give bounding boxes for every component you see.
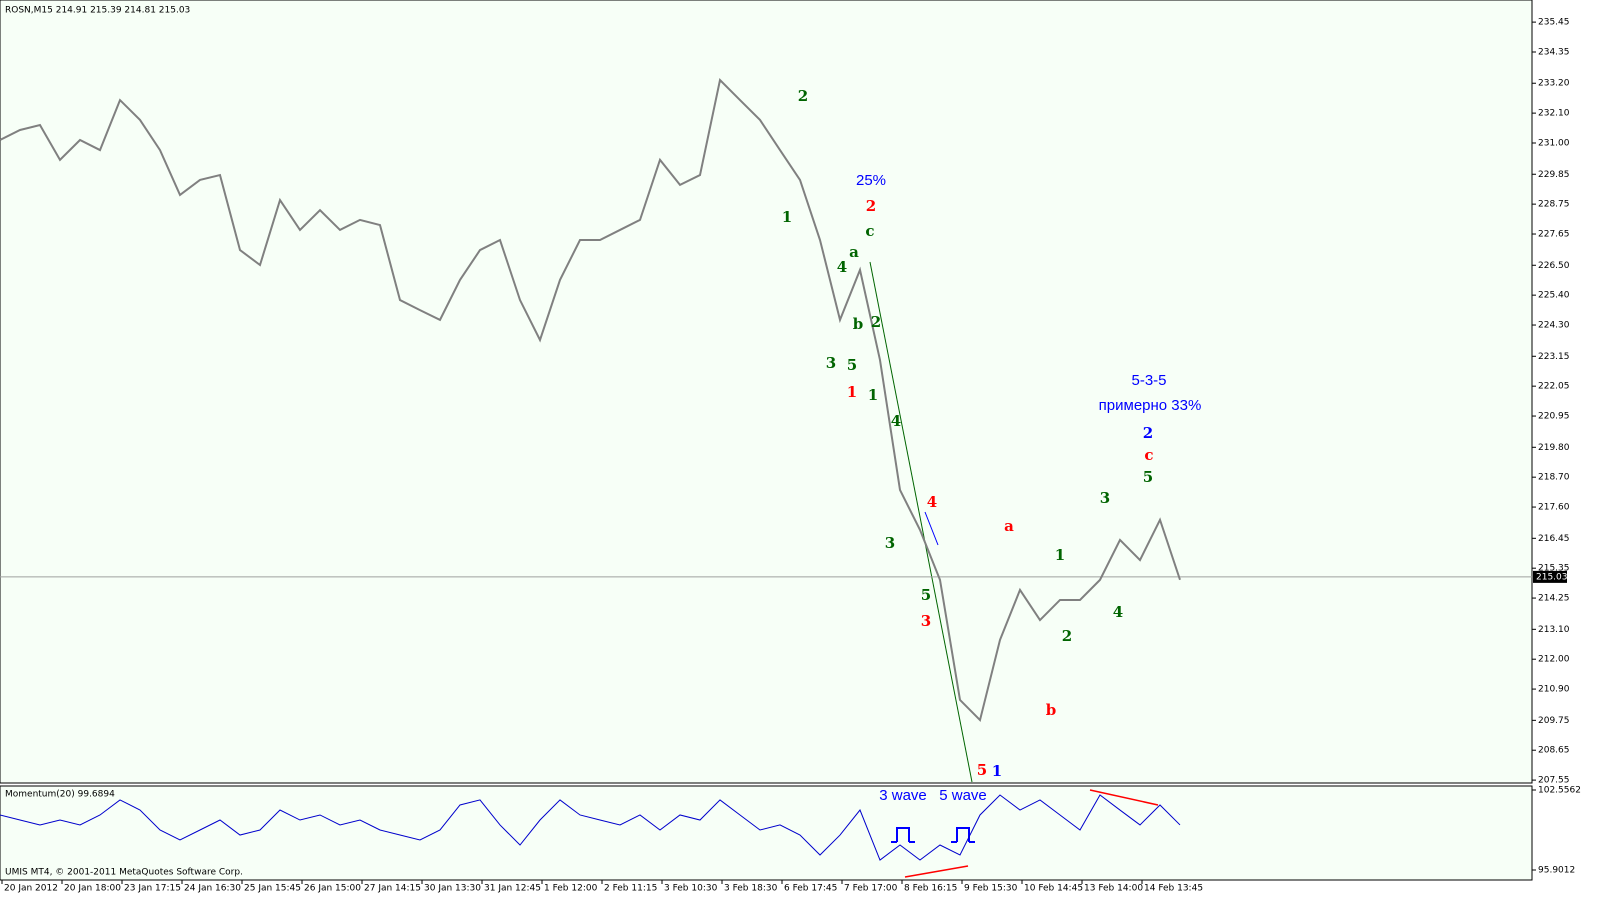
y-tick-label: 226.50 [1538, 261, 1570, 271]
y-tick-label: 228.75 [1538, 200, 1570, 210]
annotation: c [865, 222, 874, 240]
annotation: 2 [1062, 627, 1072, 645]
annotation: 5 [1143, 468, 1153, 486]
annotation: 2 [798, 87, 808, 105]
arrow-icon [951, 827, 975, 843]
x-tick-label: 24 Jan 16:30 [184, 884, 241, 894]
annotation: 1 [847, 383, 857, 401]
x-tick-label: 8 Feb 16:15 [904, 884, 957, 894]
y-tick-label: 215.35 [1538, 564, 1570, 574]
series-line [0, 77, 1181, 723]
y-tick-label: 217.60 [1538, 503, 1570, 513]
x-tick-label: 10 Feb 14:45 [1024, 884, 1083, 894]
annotation: 5 wave [939, 787, 987, 804]
y-tick-label: 218.70 [1538, 473, 1570, 483]
annotation: 4 [837, 258, 847, 276]
x-tick-label: 25 Jan 15:45 [244, 884, 301, 894]
series-line [0, 794, 1181, 861]
y-tick-label: 229.85 [1538, 170, 1570, 180]
y-tick-label: 210.90 [1538, 685, 1570, 695]
y-tick-label: 231.00 [1538, 139, 1570, 149]
annotation: b [853, 315, 864, 333]
annotation: 1 [868, 386, 878, 404]
x-tick-label: 20 Jan 18:00 [64, 884, 121, 894]
symbol-info: ROSN,M15 214.91 215.39 214.81 215.03 [5, 6, 190, 16]
x-tick-label: 31 Jan 12:45 [484, 884, 541, 894]
x-tick-label: 14 Feb 13:45 [1144, 884, 1203, 894]
annotation: примерно 33% [1099, 397, 1202, 414]
x-tick-label: 9 Feb 15:30 [964, 884, 1018, 894]
annotation: 4 [1113, 603, 1123, 621]
copyright: UMIS MT4, © 2001-2011 MetaQuotes Softwar… [5, 868, 243, 878]
x-tick-label: 13 Feb 14:00 [1084, 884, 1143, 894]
annotation: 3 [921, 612, 931, 630]
y-tick-label: 209.75 [1538, 716, 1570, 726]
y-tick-label: 216.45 [1538, 534, 1570, 544]
annotation: 5 [921, 586, 931, 604]
price-tag [1533, 570, 1567, 583]
y-tick-label: 102.5562 [1538, 786, 1581, 796]
annotation: 2 [1143, 424, 1153, 442]
annotation: 2 [866, 197, 876, 215]
y-tick-label: 95.9012 [1538, 866, 1575, 876]
y-tick-label: 220.95 [1538, 412, 1570, 422]
x-tick-label: 26 Jan 15:00 [304, 884, 361, 894]
annotation: 3 [826, 354, 836, 372]
y-tick-label: 212.00 [1538, 655, 1570, 665]
annotation: 3 wave [879, 787, 927, 804]
trend-line [924, 511, 939, 546]
indicator-info: Momentum(20) 99.6894 [5, 790, 115, 800]
annotation: 4 [891, 412, 901, 430]
y-tick-label: 232.10 [1538, 109, 1570, 119]
x-tick-label: 27 Jan 14:15 [364, 884, 421, 894]
annotation: 5 [847, 356, 857, 374]
x-tick-label: 7 Feb 17:00 [844, 884, 898, 894]
annotation: a [1004, 517, 1014, 535]
annotation: 3 [1100, 489, 1110, 507]
annotation: 5-3-5 [1131, 372, 1166, 389]
annotation: 25% [856, 172, 886, 189]
x-tick-label: 20 Jan 2012 [4, 884, 58, 894]
price-panel [0, 0, 1533, 784]
x-tick-label: 3 Feb 10:30 [664, 884, 718, 894]
x-tick-label: 30 Jan 13:30 [424, 884, 481, 894]
y-tick-label: 234.35 [1538, 48, 1570, 58]
y-tick-label: 227.65 [1538, 230, 1570, 240]
x-tick-label: 2 Feb 11:15 [604, 884, 657, 894]
annotation: 4 [927, 493, 937, 511]
trend-line [869, 261, 973, 783]
annotation: 1 [992, 762, 1002, 780]
annotation: 2 [871, 313, 881, 331]
y-tick-label: 213.10 [1538, 625, 1570, 635]
y-tick-label: 207.55 [1538, 776, 1570, 786]
current-price-label: 215.03 [1536, 572, 1568, 582]
y-tick-label: 222.05 [1538, 382, 1570, 392]
divergence-line [1089, 789, 1159, 806]
x-tick-label: 6 Feb 17:45 [784, 884, 837, 894]
y-tick-label: 208.65 [1538, 746, 1570, 756]
x-tick-label: 23 Jan 17:15 [124, 884, 181, 894]
indicator-panel [0, 785, 1533, 881]
y-tick-label: 225.40 [1538, 291, 1570, 301]
x-tick-label: 1 Feb 12:00 [544, 884, 598, 894]
annotation: a [849, 243, 859, 261]
y-tick-label: 219.80 [1538, 443, 1570, 453]
y-tick-label: 233.20 [1538, 79, 1570, 89]
y-tick-label: 223.15 [1538, 352, 1570, 362]
annotation: 1 [782, 208, 792, 226]
y-tick-label: 214.25 [1538, 594, 1570, 604]
x-tick-label: 3 Feb 18:30 [724, 884, 778, 894]
arrow-icon [891, 827, 915, 843]
annotation: 5 [977, 761, 987, 779]
divergence-line [904, 865, 969, 878]
annotation: 3 [885, 534, 895, 552]
annotation: b [1046, 701, 1057, 719]
annotation: 1 [1055, 546, 1065, 564]
y-tick-label: 224.30 [1538, 321, 1570, 331]
annotation: c [1144, 446, 1153, 464]
y-tick-label: 235.45 [1538, 18, 1570, 28]
